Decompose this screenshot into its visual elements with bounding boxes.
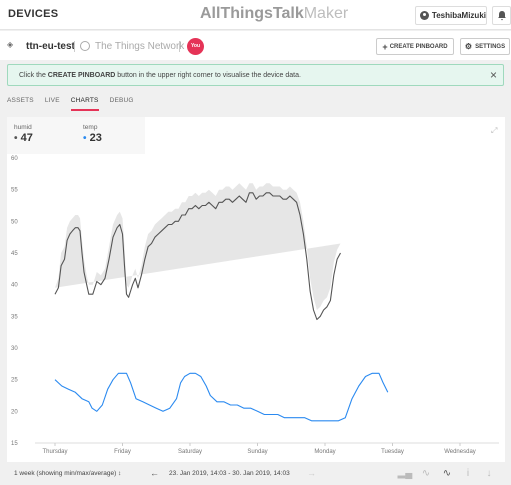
- line-chart-icon[interactable]: ∿: [437, 465, 457, 482]
- area-chart-icon[interactable]: ∿: [416, 465, 436, 482]
- banner-text-suffix: button in the upper right corner to visu…: [115, 72, 301, 79]
- previous-arrow-icon[interactable]: ←: [150, 468, 159, 478]
- y-tick-label: 55: [11, 188, 18, 194]
- plus-icon: +: [382, 42, 387, 52]
- network-name[interactable]: The Things Network: [95, 41, 184, 52]
- owner-badge: You: [187, 38, 204, 55]
- humid-range-band: [55, 183, 341, 310]
- x-tick-label: Monday: [314, 449, 335, 455]
- close-icon[interactable]: ×: [490, 68, 497, 82]
- x-tick-label: Wednesday: [444, 449, 476, 455]
- info-banner: Click the CREATE PINBOARD button in the …: [7, 64, 504, 86]
- y-tick-label: 40: [11, 283, 18, 289]
- create-pinboard-button[interactable]: + CREATE PINBOARD: [376, 38, 454, 55]
- y-tick-label: 60: [11, 156, 18, 162]
- y-tick-label: 20: [11, 409, 18, 415]
- expand-icon[interactable]: ⤢: [491, 126, 500, 135]
- date-range: 23. Jan 2019, 14:03 - 30. Jan 2019, 14:0…: [169, 470, 290, 477]
- bar-chart-icon[interactable]: ▂▄: [395, 465, 415, 482]
- banner-text-highlight: CREATE PINBOARD: [48, 72, 116, 79]
- legend-value: 47: [21, 132, 33, 144]
- user-name: TeshibaMizuki: [432, 11, 486, 20]
- user-menu-button[interactable]: TeshibaMizuki: [415, 6, 487, 25]
- page-title: DEVICES: [8, 8, 58, 20]
- x-tick-label: Sunday: [247, 449, 267, 455]
- y-tick-label: 30: [11, 346, 18, 352]
- tab-live[interactable]: LIVE: [45, 97, 60, 111]
- brand-logo[interactable]: AllThingsTalkMaker: [200, 5, 348, 23]
- legend-item-humid[interactable]: humid • 47: [14, 124, 33, 144]
- x-tick-label: Thursday: [42, 449, 67, 455]
- x-tick-label: Friday: [114, 449, 131, 455]
- device-name: ttn-eu-test: [26, 41, 75, 52]
- device-tabs: ASSETS LIVE CHARTS DEBUG: [7, 97, 134, 111]
- top-bar: DEVICES AllThingsTalkMaker TeshibaMizuki: [0, 0, 511, 30]
- banner-text: Click the CREATE PINBOARD button in the …: [19, 72, 301, 79]
- time-range-select[interactable]: 1 week (showing min/max/average) ↕: [14, 470, 121, 477]
- y-tick-label: 25: [11, 378, 18, 384]
- user-icon: [420, 11, 429, 20]
- tab-assets[interactable]: ASSETS: [7, 97, 34, 111]
- info-icon[interactable]: i: [458, 465, 478, 482]
- lora-device-icon: ◈: [7, 40, 13, 49]
- create-pinboard-label: CREATE PINBOARD: [390, 44, 448, 50]
- divider: [179, 41, 180, 52]
- tab-charts[interactable]: CHARTS: [71, 97, 99, 111]
- y-tick-label: 45: [11, 251, 18, 257]
- y-tick-label: 15: [11, 441, 18, 447]
- x-tick-label: Tuesday: [381, 449, 404, 455]
- banner-text-prefix: Click the: [19, 72, 48, 79]
- next-arrow-icon[interactable]: →: [307, 468, 316, 478]
- tab-debug[interactable]: DEBUG: [110, 97, 134, 111]
- chart-panel: humid • 47 temp • 23 ⤢ 60 55 50 45 40 35 30 25 2…: [7, 117, 505, 462]
- device-header: ◈ ttn-eu-test The Things Network You + C…: [0, 31, 511, 60]
- legend-label: humid: [14, 124, 33, 131]
- notifications-button[interactable]: [492, 6, 511, 25]
- settings-label: SETTINGS: [475, 44, 505, 50]
- network-icon: [80, 41, 90, 51]
- divider: [74, 41, 75, 52]
- legend-label: temp: [83, 124, 102, 131]
- download-icon[interactable]: ↓: [479, 465, 499, 482]
- chart-legend: humid • 47 temp • 23: [7, 117, 145, 154]
- legend-item-temp[interactable]: temp • 23: [83, 124, 102, 144]
- legend-value: 23: [90, 132, 102, 144]
- y-tick-label: 50: [11, 219, 18, 225]
- y-tick-label: 35: [11, 314, 18, 320]
- settings-button[interactable]: ⚙ SETTINGS: [460, 38, 510, 55]
- line-chart: 60 55 50 45 40 35 30 25 20 15 Thursday Friday Saturd…: [7, 154, 505, 462]
- gear-icon: ⚙: [465, 42, 472, 51]
- legend-dot: •: [14, 133, 18, 144]
- temp-series-line: [55, 373, 388, 421]
- legend-dot: •: [83, 133, 87, 144]
- logo-brand: AllThingsTalk: [200, 5, 304, 22]
- bell-icon: [497, 10, 507, 21]
- x-tick-label: Saturday: [178, 449, 202, 455]
- logo-product: Maker: [304, 5, 348, 22]
- chart-toolbar: 1 week (showing min/max/average) ↕ ← 23.…: [7, 462, 505, 485]
